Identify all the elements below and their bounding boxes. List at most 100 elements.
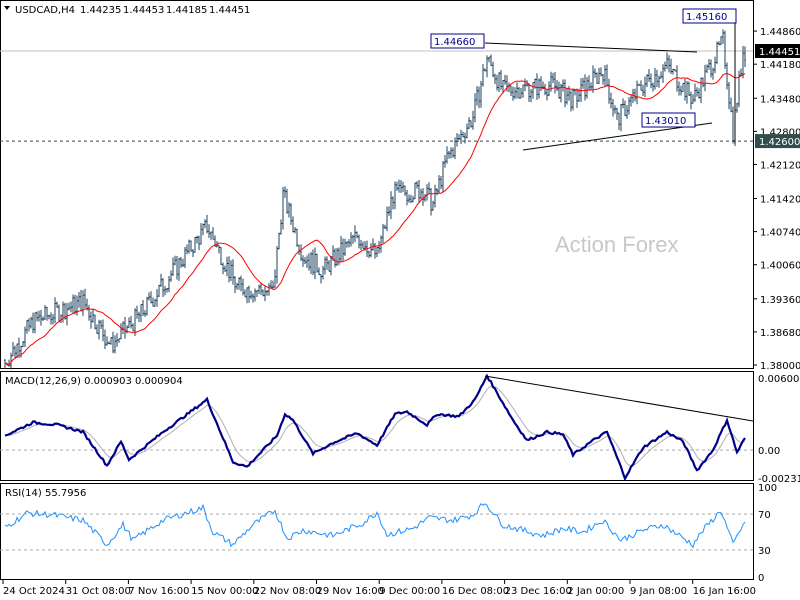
candle xyxy=(484,68,486,72)
candle xyxy=(480,80,482,108)
candle xyxy=(430,188,432,216)
candle xyxy=(274,269,276,288)
candle xyxy=(186,244,188,255)
candle xyxy=(246,287,248,304)
candle xyxy=(380,235,382,253)
candle xyxy=(250,290,252,300)
candle xyxy=(552,72,554,84)
candle xyxy=(514,87,516,100)
time-tick-label: 9 Jan 08:00 xyxy=(630,586,687,597)
candle xyxy=(48,314,50,320)
candle xyxy=(672,68,674,75)
candle xyxy=(66,303,68,326)
macd-signal-line xyxy=(4,385,746,467)
candle xyxy=(96,324,98,334)
price-series: 1.44660 1.45160 1.43010 xyxy=(0,8,753,370)
candle xyxy=(668,55,670,73)
candle xyxy=(604,65,606,87)
candle xyxy=(674,69,676,72)
candle xyxy=(708,59,710,70)
candle xyxy=(564,79,566,108)
candle xyxy=(472,110,474,130)
candle xyxy=(582,77,584,89)
candle xyxy=(50,312,52,325)
candle xyxy=(10,352,12,370)
candle xyxy=(722,29,724,44)
candle xyxy=(540,76,542,92)
candle xyxy=(618,112,620,131)
rsi-tick-label: 70 xyxy=(758,510,771,521)
candle xyxy=(662,64,664,83)
candle xyxy=(352,234,354,244)
candle xyxy=(324,256,326,275)
candle xyxy=(710,59,712,78)
candle xyxy=(206,214,208,234)
candle xyxy=(220,246,222,266)
candle xyxy=(590,82,592,91)
price-annotation: 1.45160 xyxy=(686,12,727,23)
macd-tick-label: 0.006007 xyxy=(758,374,800,385)
candle xyxy=(40,309,42,326)
candle xyxy=(218,244,220,254)
price-tick-label: 1.40740 xyxy=(760,228,800,239)
candle xyxy=(168,275,170,293)
candle xyxy=(562,79,564,92)
candle xyxy=(30,316,32,329)
candle xyxy=(714,56,716,74)
candle xyxy=(412,196,414,203)
price-annotation-box xyxy=(430,33,485,49)
candle xyxy=(234,275,236,294)
candle xyxy=(18,337,20,358)
candle xyxy=(92,308,94,323)
candle xyxy=(286,188,288,214)
candle xyxy=(444,155,446,168)
candle xyxy=(200,223,202,245)
candle xyxy=(22,341,24,348)
price-tick-label: 1.42120 xyxy=(760,160,800,171)
candle xyxy=(384,224,386,229)
candle xyxy=(724,30,726,69)
candle xyxy=(194,237,196,253)
candle xyxy=(162,278,164,298)
candle xyxy=(334,248,336,268)
candle xyxy=(254,288,256,302)
candle xyxy=(440,176,442,190)
candle xyxy=(584,74,586,101)
candle xyxy=(640,80,642,91)
candle xyxy=(508,82,510,93)
candle xyxy=(502,79,504,94)
candle xyxy=(598,67,600,84)
candle xyxy=(232,259,234,285)
candle xyxy=(236,282,238,290)
candle xyxy=(744,46,746,68)
price-tick-label: 1.40060 xyxy=(760,261,800,272)
candle xyxy=(626,105,628,119)
candle xyxy=(690,91,692,110)
candle xyxy=(410,194,412,204)
candle xyxy=(82,290,84,316)
candle xyxy=(736,102,738,113)
candle xyxy=(600,67,602,77)
candle xyxy=(730,97,732,113)
candle xyxy=(358,234,360,249)
macd-tick-label: -0.002318 xyxy=(758,474,800,485)
candle xyxy=(150,291,152,304)
candle xyxy=(272,280,274,289)
macd-tick-label: 0.00 xyxy=(758,446,780,457)
candle xyxy=(170,270,172,282)
candle xyxy=(106,336,108,346)
candle xyxy=(312,249,314,276)
candle xyxy=(576,88,578,108)
candle xyxy=(26,319,28,334)
candle xyxy=(528,83,530,102)
candle xyxy=(112,331,114,354)
candle xyxy=(368,250,370,259)
candle xyxy=(408,194,410,203)
collapse-triangle-icon[interactable] xyxy=(4,6,10,10)
candle xyxy=(166,288,168,293)
candle xyxy=(684,78,686,101)
main-pane-frame xyxy=(0,0,754,369)
candle xyxy=(12,341,14,357)
candle xyxy=(122,321,124,335)
